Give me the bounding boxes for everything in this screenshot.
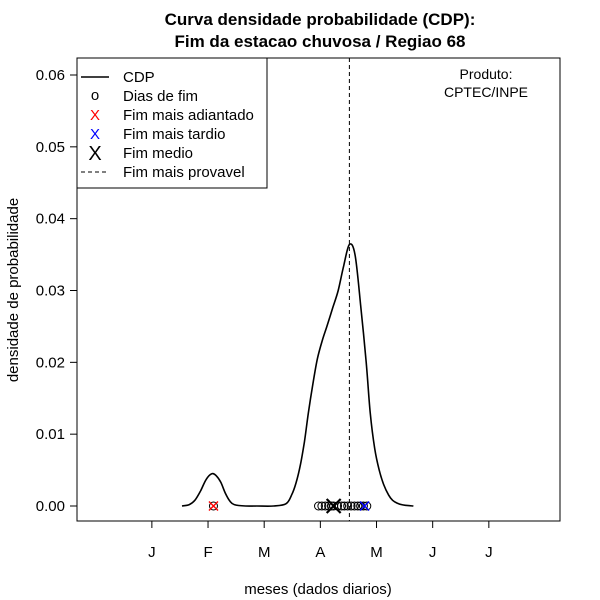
y-tick-label: 0.06 [36, 67, 65, 84]
x-tick-label: J [485, 544, 493, 561]
dias-de-fim-point [208, 501, 218, 511]
x-tick-label: J [429, 544, 437, 561]
legend-tardio-label: Fim mais tardio [123, 126, 226, 143]
chart-title-line-2: Fim da estacao chuvosa / Regiao 68 [174, 32, 465, 51]
x-tick-label: A [315, 544, 325, 561]
dias-de-fim-point [326, 501, 336, 511]
x-tick-label: F [203, 544, 212, 561]
x-tick-label: J [148, 544, 156, 561]
y-tick-label: 0.04 [36, 211, 65, 228]
y-tick-label: 0.01 [36, 426, 65, 443]
legend-adiantado-symbol: X [90, 107, 100, 124]
markers [208, 498, 372, 514]
x-tick-label: M [258, 544, 271, 561]
legend: CDP o Dias de fim X Fim mais adiantado X… [76, 57, 268, 189]
y-axis: 0.00 0.01 0.02 0.03 0.04 0.05 0.06 [36, 67, 78, 515]
x-tick-label: M [370, 544, 383, 561]
fim-mais-tardio-marker [359, 501, 370, 511]
legend-dias-label: Dias de fim [123, 88, 198, 105]
legend-adiantado-label: Fim mais adiantado [123, 107, 254, 124]
legend-tardio-symbol: X [90, 126, 100, 143]
dias-de-fim-point [349, 501, 359, 511]
dias-de-fim-point [314, 501, 323, 511]
dias-de-fim-point [362, 501, 372, 511]
y-tick-label: 0.05 [36, 139, 65, 156]
legend-medio-symbol: X [88, 143, 101, 165]
legend-cdp-label: CDP [123, 69, 155, 86]
fim-medio-marker [325, 498, 342, 514]
dias-de-fim-point [317, 501, 327, 511]
legend-provavel-label: Fim mais provavel [123, 164, 245, 181]
dias-de-fim-point [337, 501, 347, 511]
y-tick-label: 0.00 [36, 498, 65, 515]
annotation-cptec: CPTEC/INPE [444, 84, 528, 100]
legend-dias-symbol: o [91, 87, 99, 104]
chart-title-line-1: Curva densidade probabilidade (CDP): [165, 10, 476, 29]
dias-de-fim-point [353, 501, 363, 511]
y-tick-label: 0.02 [36, 354, 65, 371]
dias-de-fim-point [358, 501, 368, 511]
cdp-curve [181, 243, 414, 507]
dias-de-fim-point [343, 501, 353, 511]
annotation-produto: Produto: [460, 66, 513, 82]
dias-de-fim-point [339, 501, 349, 511]
y-axis-label: densidade de probabilidade [5, 198, 22, 382]
dias-de-fim-point [346, 501, 356, 511]
x-axis-label: meses (dados diarios) [244, 581, 392, 598]
fim-mais-adiantado-marker [208, 501, 219, 511]
legend-medio-label: Fim medio [123, 145, 193, 162]
y-tick-label: 0.03 [36, 283, 65, 300]
legend-box [76, 57, 268, 189]
